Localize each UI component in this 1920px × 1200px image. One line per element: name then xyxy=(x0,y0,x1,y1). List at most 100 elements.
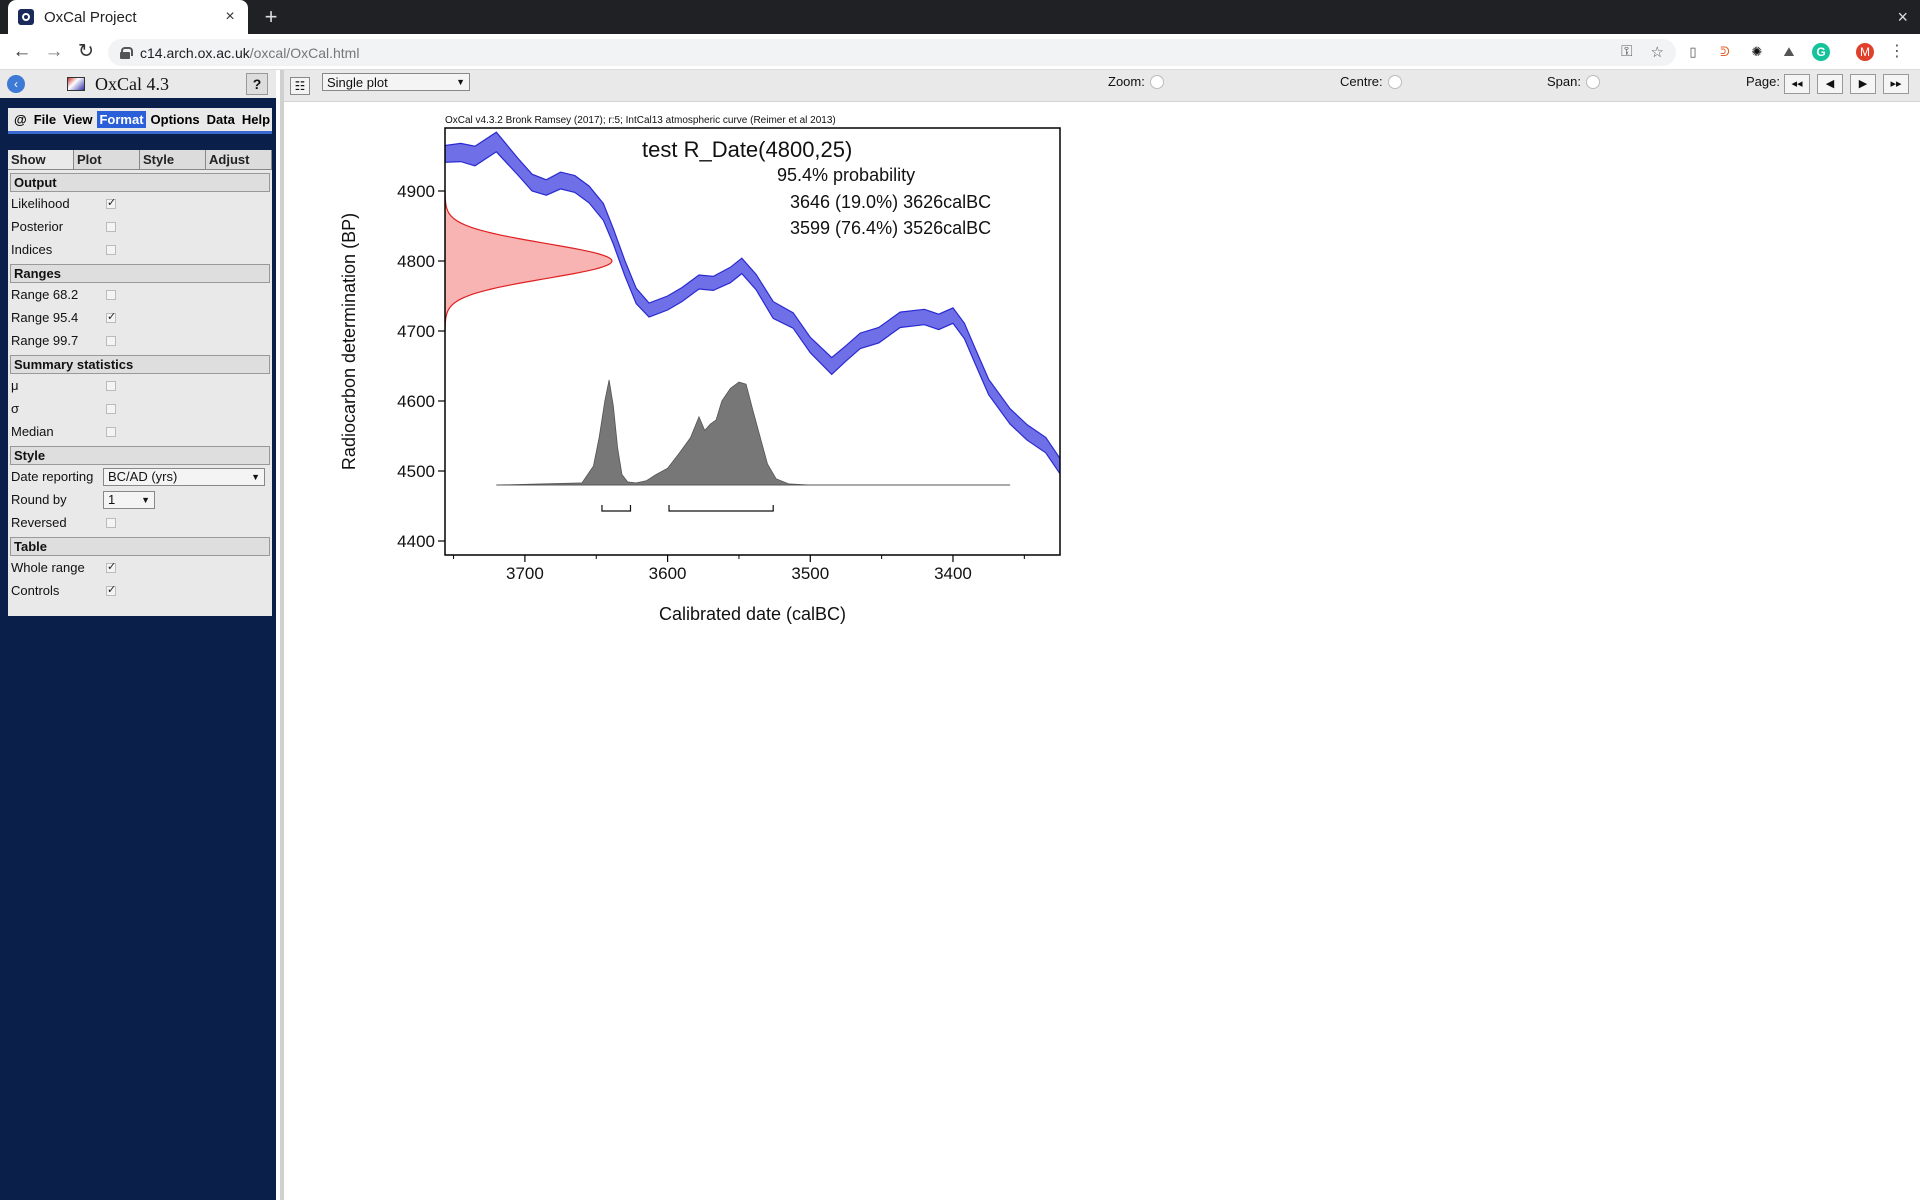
reversed-row: Reversed xyxy=(8,511,272,534)
main-menu-bar: @ File View Format Options Data Help xyxy=(8,108,272,134)
round-by-select[interactable]: 1 ▼ xyxy=(103,490,155,509)
menu-help[interactable]: Help xyxy=(241,112,271,127)
likelihood-checkbox[interactable] xyxy=(106,196,116,209)
menu-data[interactable]: Data xyxy=(206,112,235,127)
document-extension-icon[interactable]: ▯ xyxy=(1689,44,1697,59)
y-axis-label: Radiocarbon determination (BP) xyxy=(339,213,359,470)
tab-close-icon[interactable]: × xyxy=(225,8,235,25)
oxcal-favicon-icon xyxy=(18,9,34,25)
back-circle-icon[interactable]: ‹ xyxy=(7,75,25,93)
calibration-curve-lower xyxy=(445,151,1060,475)
tab-style[interactable]: Style xyxy=(140,150,206,169)
extension-orange-icon[interactable]: ᕲ xyxy=(1720,44,1730,59)
first-page-button[interactable]: ◂◂ xyxy=(1784,74,1810,94)
tab-plot[interactable]: Plot xyxy=(74,150,140,169)
back-arrow-icon[interactable]: ← xyxy=(12,41,32,62)
round-by-label: Round by xyxy=(11,492,67,507)
menu-view[interactable]: View xyxy=(63,112,93,127)
whole-range-row: Whole range xyxy=(8,556,272,579)
extension-mountain-icon[interactable]: ⛰ xyxy=(1783,44,1795,59)
reload-icon[interactable]: ↻ xyxy=(78,41,94,62)
next-page-button[interactable]: ▶ xyxy=(1850,74,1876,94)
centre-slider[interactable] xyxy=(1387,74,1402,89)
forward-arrow-icon[interactable]: → xyxy=(44,41,64,62)
last-page-button[interactable]: ▸▸ xyxy=(1883,74,1909,94)
y-tick-label: 4400 xyxy=(397,532,435,551)
range-99-label: Range 99.7 xyxy=(11,333,79,348)
indices-checkbox[interactable] xyxy=(106,244,116,255)
posterior-checkbox[interactable] xyxy=(106,221,116,232)
menu-file[interactable]: File xyxy=(33,112,57,127)
x-axis-label: Calibrated date (calBC) xyxy=(659,604,846,624)
likelihood-label: Likelihood xyxy=(11,196,70,211)
sigma-checkbox[interactable] xyxy=(106,403,116,414)
key-icon[interactable]: ⚿ xyxy=(1621,43,1633,60)
bookmark-star-icon[interactable]: ☆ xyxy=(1650,44,1664,61)
date-reporting-select[interactable]: BC/AD (yrs) ▼ xyxy=(103,467,265,486)
whole-range-checkbox[interactable] xyxy=(106,560,116,573)
range-95-row: Range 95.4 xyxy=(8,306,272,329)
x-tick-label: 3500 xyxy=(791,564,829,583)
range-95-bracket-1 xyxy=(601,505,632,512)
url-path: /oxcal/OxCal.html xyxy=(249,44,360,61)
menu-format[interactable]: Format xyxy=(97,111,146,128)
new-tab-button[interactable]: + xyxy=(264,4,278,29)
left-panel: ‹ OxCal 4.3 ? @ File View Format Options Data… xyxy=(0,70,276,1200)
table-section-heading: Table xyxy=(10,537,270,556)
url-host: c14.arch.ox.ac.uk xyxy=(140,44,250,61)
controls-checkbox[interactable] xyxy=(106,583,116,596)
probability-label: 95.4% probability xyxy=(777,165,915,185)
controls-row: Controls xyxy=(8,579,272,602)
profile-avatar[interactable]: M xyxy=(1856,43,1874,61)
reversed-checkbox[interactable] xyxy=(106,517,116,528)
previous-page-button[interactable]: ◀ xyxy=(1817,74,1843,94)
panel-splitter[interactable] xyxy=(280,70,284,1200)
centre-control: Centre: xyxy=(1340,74,1402,89)
tab-adjust[interactable]: Adjust xyxy=(206,150,272,169)
lock-icon xyxy=(120,46,133,59)
chart-header: OxCal v4.3.2 Bronk Ramsey (2017); r:5; I… xyxy=(445,115,836,126)
tab-show[interactable]: Show xyxy=(8,150,74,169)
range-68-label: Range 68.2 xyxy=(11,287,79,302)
browser-tab[interactable]: OxCal Project × xyxy=(8,0,248,34)
plot-type-value: Single plot xyxy=(327,74,388,90)
span-control: Span: xyxy=(1547,74,1600,89)
indices-row: Indices xyxy=(8,238,272,261)
x-tick-label: 3400 xyxy=(934,564,972,583)
mu-checkbox[interactable] xyxy=(106,380,116,391)
range-68-checkbox[interactable] xyxy=(106,289,116,300)
range-99-checkbox[interactable] xyxy=(106,335,116,346)
zoom-slider[interactable] xyxy=(1149,74,1164,89)
chevron-down-icon: ▼ xyxy=(251,471,260,482)
span-label: Span: xyxy=(1547,74,1581,89)
median-label: Median xyxy=(11,424,54,439)
median-row: Median xyxy=(8,420,272,443)
browser-menu-icon[interactable]: ⋮ xyxy=(1889,43,1905,60)
menu-options[interactable]: Options xyxy=(150,112,200,127)
extension-octopus-icon[interactable]: ✺ xyxy=(1751,44,1763,59)
median-checkbox[interactable] xyxy=(106,426,116,437)
window-close-button[interactable]: × xyxy=(1897,7,1908,27)
range-95-checkbox[interactable] xyxy=(106,310,116,323)
browser-tab-bar: OxCal Project × + × xyxy=(0,0,1920,34)
span-slider[interactable] xyxy=(1585,74,1600,89)
browser-toolbar: ← → ↻ c14.arch.ox.ac.uk/oxcal/OxCal.html… xyxy=(0,34,1920,70)
address-bar[interactable]: c14.arch.ox.ac.uk/oxcal/OxCal.html ⚿ ☆ xyxy=(108,39,1676,66)
y-tick-label: 4700 xyxy=(397,322,435,341)
chart-title: test R_Date(4800,25) xyxy=(642,137,852,162)
menu-at[interactable]: @ xyxy=(14,112,27,127)
centre-label: Centre: xyxy=(1340,74,1383,89)
plot-type-select[interactable]: Single plot ▼ xyxy=(322,73,470,91)
y-tick-label: 4600 xyxy=(397,392,435,411)
oxcal-logo-icon xyxy=(67,77,85,91)
calibration-curve-upper xyxy=(445,131,1060,459)
help-button[interactable]: ? xyxy=(246,73,268,95)
tab-title: OxCal Project xyxy=(44,8,137,26)
app-title: OxCal 4.3 xyxy=(95,73,169,94)
style-section-heading: Style xyxy=(10,446,270,465)
chevron-down-icon: ▼ xyxy=(456,77,465,87)
list-view-icon[interactable]: ☷ xyxy=(290,77,310,95)
grammarly-icon[interactable]: G xyxy=(1812,43,1830,61)
likelihood-curve xyxy=(445,190,613,332)
ranges-section-heading: Ranges xyxy=(10,264,270,283)
